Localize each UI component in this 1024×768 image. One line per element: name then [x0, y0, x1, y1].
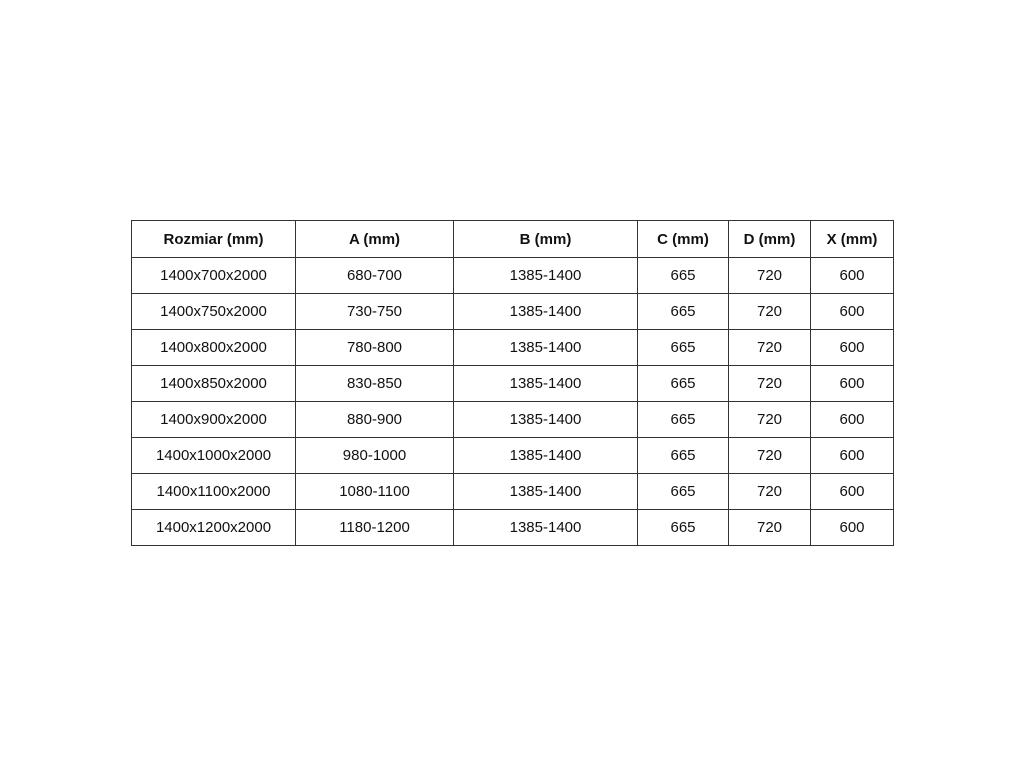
column-header: D (mm)	[728, 220, 811, 258]
table-cell: 1080-1100	[295, 473, 454, 510]
table-cell: 665	[637, 293, 729, 330]
table-cell: 600	[810, 473, 894, 510]
table-cell: 1385-1400	[453, 401, 638, 438]
table-cell: 980-1000	[295, 437, 454, 474]
table-cell: 1385-1400	[453, 473, 638, 510]
table-cell: 1400x1200x2000	[131, 509, 296, 546]
table-cell: 1400x750x2000	[131, 293, 296, 330]
table-cell: 1385-1400	[453, 509, 638, 546]
table-cell: 720	[728, 473, 811, 510]
table-cell: 680-700	[295, 257, 454, 294]
column-header: X (mm)	[810, 220, 894, 258]
table-cell: 1385-1400	[453, 293, 638, 330]
table-cell: 1385-1400	[453, 329, 638, 366]
table-cell: 780-800	[295, 329, 454, 366]
table-cell: 600	[810, 365, 894, 402]
table-cell: 720	[728, 257, 811, 294]
table-cell: 665	[637, 401, 729, 438]
table-cell: 665	[637, 473, 729, 510]
table-cell: 1385-1400	[453, 257, 638, 294]
dimensions-table: Rozmiar (mm) A (mm) B (mm) C (mm) D (mm) X (m…	[131, 220, 894, 546]
table-row: 1400x800x2000 780-800 1385-1400 665 720 600	[131, 329, 894, 366]
table-cell: 665	[637, 437, 729, 474]
table-row: 1400x1000x2000 980-1000 1385-1400 665 720 600	[131, 437, 894, 474]
table-header-row: Rozmiar (mm) A (mm) B (mm) C (mm) D (mm) X (m…	[131, 220, 894, 258]
table-row: 1400x1100x2000 1080-1100 1385-1400 665 720 60…	[131, 473, 894, 510]
table-cell: 720	[728, 509, 811, 546]
table-row: 1400x750x2000 730-750 1385-1400 665 720 600	[131, 293, 894, 330]
table-cell: 600	[810, 293, 894, 330]
table-cell: 1385-1400	[453, 365, 638, 402]
table-row: 1400x1200x2000 1180-1200 1385-1400 665 720 60…	[131, 509, 894, 546]
table-cell: 720	[728, 329, 811, 366]
table-cell: 1400x900x2000	[131, 401, 296, 438]
table-cell: 600	[810, 257, 894, 294]
table-cell: 600	[810, 401, 894, 438]
table-cell: 1180-1200	[295, 509, 454, 546]
table-cell: 730-750	[295, 293, 454, 330]
table-cell: 665	[637, 329, 729, 366]
table-cell: 665	[637, 257, 729, 294]
table-row: 1400x900x2000 880-900 1385-1400 665 720 600	[131, 401, 894, 438]
table-cell: 665	[637, 509, 729, 546]
table-cell: 600	[810, 509, 894, 546]
table-cell: 720	[728, 401, 811, 438]
table-row: 1400x850x2000 830-850 1385-1400 665 720 600	[131, 365, 894, 402]
table-cell: 1400x700x2000	[131, 257, 296, 294]
table-cell: 1385-1400	[453, 437, 638, 474]
table-cell: 720	[728, 365, 811, 402]
table-cell: 665	[637, 365, 729, 402]
column-header: B (mm)	[453, 220, 638, 258]
column-header: A (mm)	[295, 220, 454, 258]
table-cell: 830-850	[295, 365, 454, 402]
table-cell: 600	[810, 437, 894, 474]
table-cell: 1400x1000x2000	[131, 437, 296, 474]
table-cell: 600	[810, 329, 894, 366]
table-cell: 720	[728, 437, 811, 474]
table-cell: 1400x850x2000	[131, 365, 296, 402]
table-cell: 1400x1100x2000	[131, 473, 296, 510]
table-cell: 1400x800x2000	[131, 329, 296, 366]
column-header: Rozmiar (mm)	[131, 220, 296, 258]
table-cell: 880-900	[295, 401, 454, 438]
table-row: 1400x700x2000 680-700 1385-1400 665 720 600	[131, 257, 894, 294]
column-header: C (mm)	[637, 220, 729, 258]
table-cell: 720	[728, 293, 811, 330]
